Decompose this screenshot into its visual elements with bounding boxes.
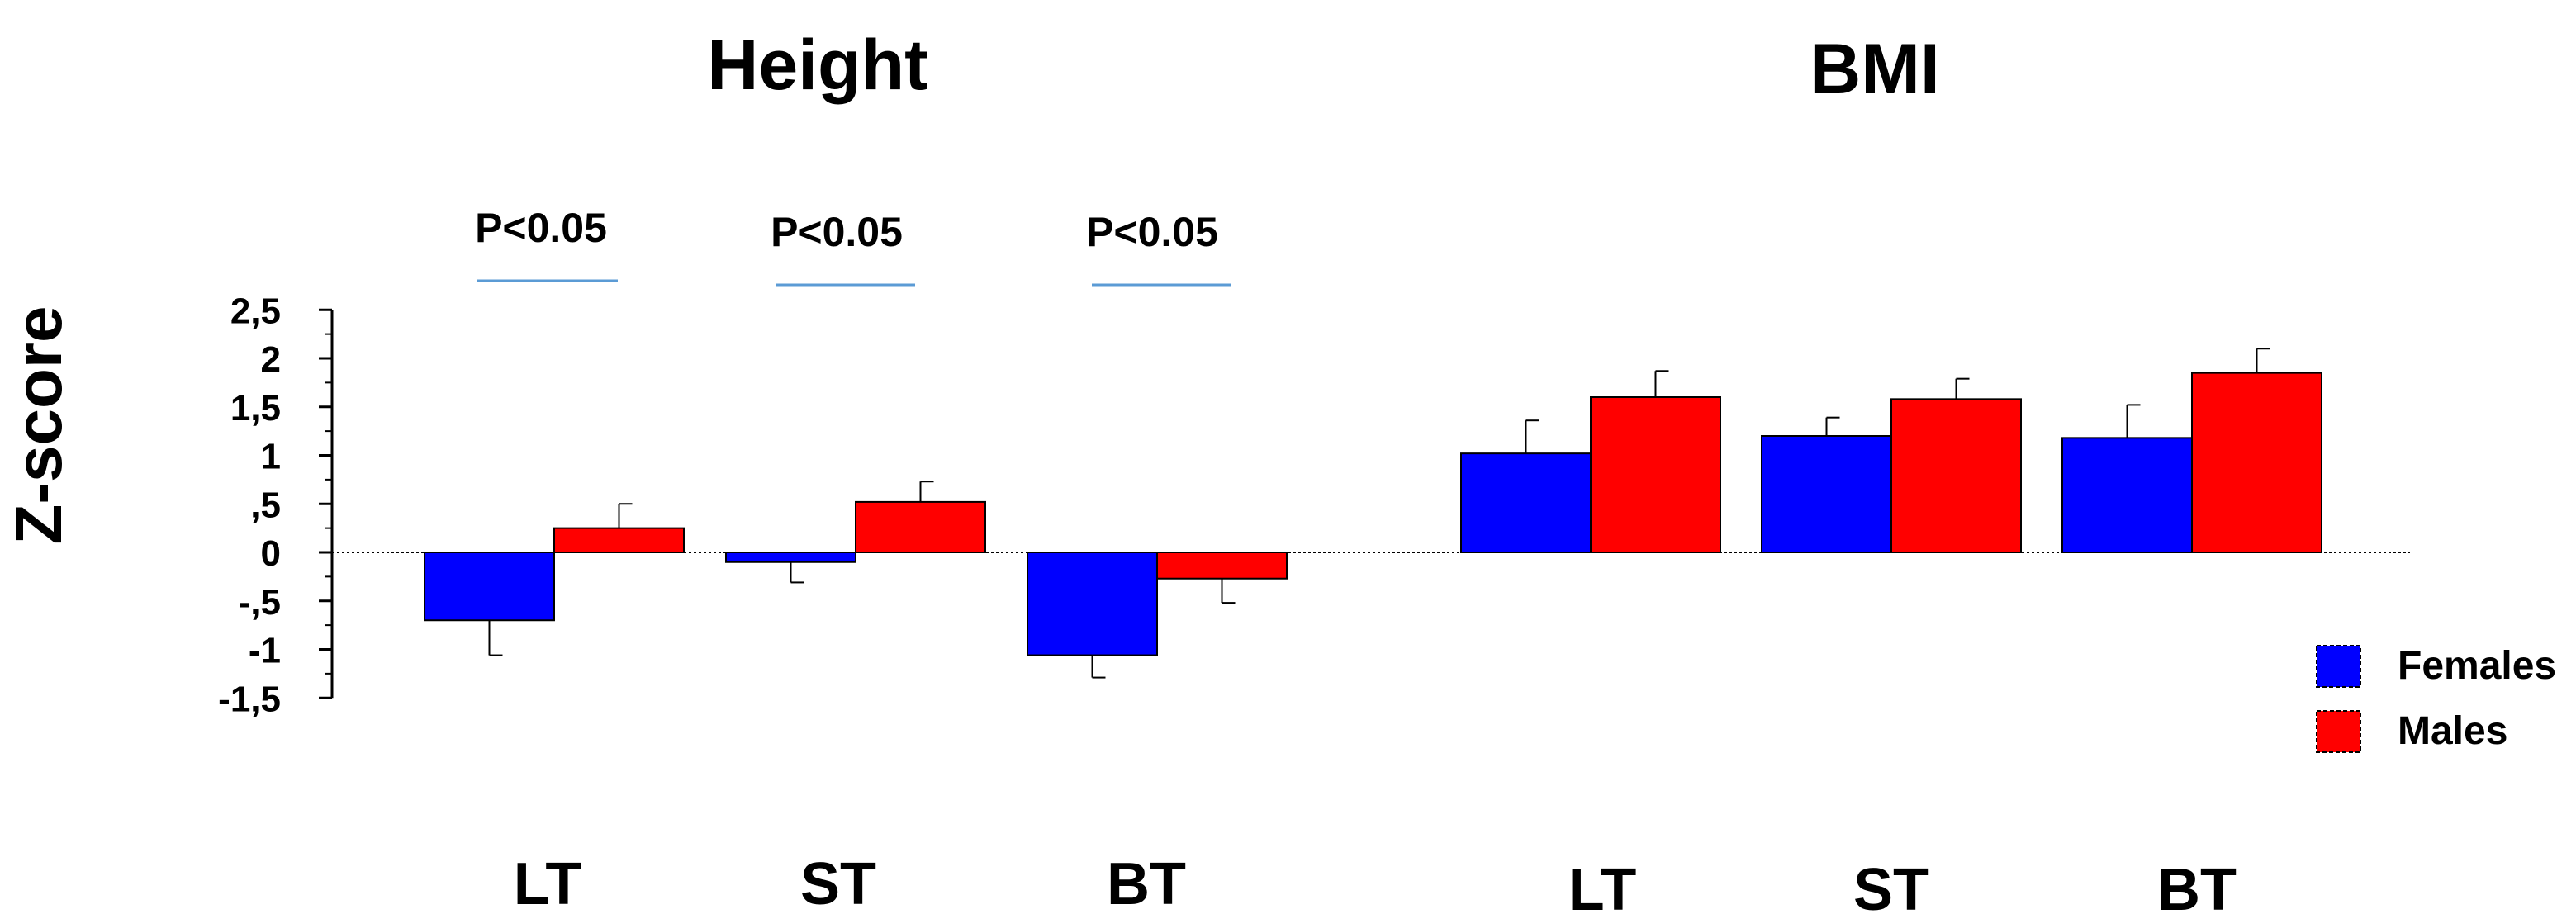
annotations-group: P<0.05 P<0.05 P<0.05 [475,205,1231,287]
y-tick-label: -1,5 [218,679,281,719]
bar-females-st [725,552,856,563]
y-axis: 2,521,51,50-,5-1-1,5 [218,291,334,719]
y-tick-label: 0 [261,533,281,574]
significance-label: P<0.05 [1086,209,1218,255]
bar-males-bt [1156,552,1288,580]
bar-females-st [1761,435,1892,553]
y-tick-label: -1 [249,631,281,671]
category-label-st: ST [1853,857,1929,914]
category-labels: LT ST BT LT ST BT [514,851,2237,914]
bar-males-lt [1590,396,1721,553]
legend: Females Males [2316,644,2556,753]
legend-label-females: Females [2398,644,2556,688]
significance-label: P<0.05 [475,205,607,251]
significance-label: P<0.05 [771,209,903,255]
legend-swatch-males [2316,710,2361,753]
y-tick-label: 1 [261,437,281,477]
y-tick-label: 2,5 [230,291,281,331]
bar-males-bt [2191,372,2322,553]
bar-females-lt [424,552,555,622]
bars-group [424,348,2322,679]
bar-males-st [1890,398,2022,553]
y-tick-label: -,5 [239,582,281,623]
category-label-st: ST [800,851,876,914]
category-label-lt: LT [1568,857,1637,914]
y-tick-label: 1,5 [230,388,281,429]
panel-title-bmi: BMI [1810,30,1940,109]
panel-title-height: Height [707,26,928,105]
bar-males-lt [553,527,685,553]
bar-males-st [855,500,986,554]
category-label-lt: LT [514,851,582,914]
legend-swatch-females [2316,645,2361,688]
bar-females-bt [2061,437,2193,553]
y-tick-label: ,5 [250,485,281,525]
y-tick-label: 2 [261,339,281,380]
bar-females-lt [1460,452,1592,554]
legend-label-males: Males [2398,709,2507,753]
category-label-bt: BT [1107,851,1186,914]
bar-females-bt [1027,552,1158,656]
category-label-bt: BT [2157,857,2237,914]
y-axis-label: Z-score [2,306,75,545]
